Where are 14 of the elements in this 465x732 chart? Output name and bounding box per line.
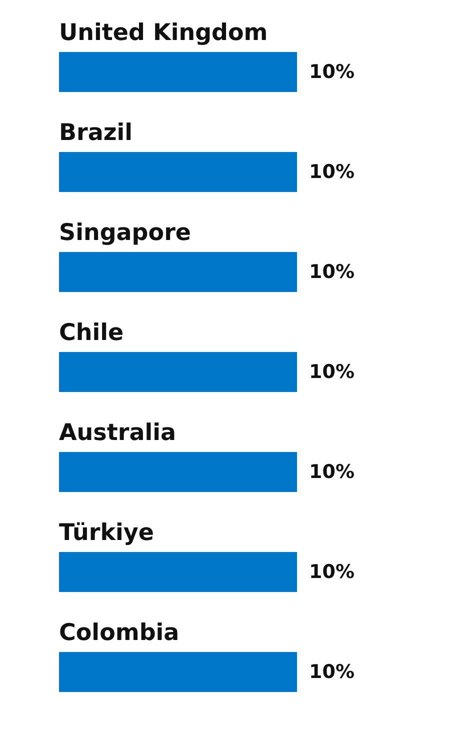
y-tick-label: Brazil: [59, 120, 133, 146]
y-tick-label: United Kingdom: [59, 20, 268, 46]
data-label: 10%: [309, 261, 354, 283]
data-label: 10%: [309, 61, 354, 83]
data-label: 10%: [309, 461, 354, 483]
data-label: 10%: [309, 661, 354, 683]
y-tick-label: Singapore: [59, 220, 192, 246]
data-label: 10%: [309, 561, 354, 583]
y-tick-label: Australia: [59, 420, 176, 446]
y-tick-label: Colombia: [59, 620, 180, 646]
data-label: 10%: [309, 161, 354, 183]
y-tick-label: Chile: [59, 320, 124, 346]
data-label: 10%: [309, 361, 354, 383]
y-tick-label: Türkiye: [59, 520, 154, 546]
